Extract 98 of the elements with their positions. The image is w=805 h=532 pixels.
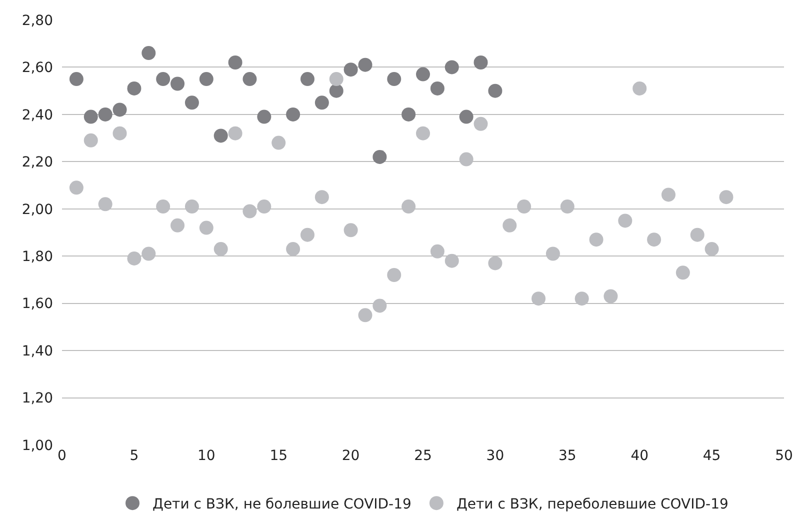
point: [286, 242, 300, 256]
point: [329, 84, 344, 98]
point: [430, 244, 444, 258]
point: [402, 200, 416, 214]
y-tick-label: 2,40: [22, 107, 53, 124]
x-tick-label: 20: [342, 448, 360, 464]
point: [546, 246, 560, 261]
point: [488, 256, 502, 270]
point: [112, 126, 127, 140]
point: [459, 152, 474, 166]
point: [387, 72, 402, 86]
point: [474, 56, 488, 70]
y-tick-label: 2,20: [22, 154, 53, 171]
point: [488, 84, 502, 98]
point: [416, 126, 430, 140]
point: [98, 107, 112, 122]
point: [257, 200, 272, 214]
point: [604, 289, 618, 304]
x-tick-label: 50: [775, 448, 793, 464]
point: [156, 72, 170, 86]
point: [416, 67, 430, 82]
point: [314, 190, 329, 204]
point: [647, 232, 662, 247]
point: [257, 110, 272, 124]
x-tick-label: 10: [197, 448, 216, 464]
point: [459, 110, 474, 124]
point: [170, 76, 185, 91]
point: [170, 218, 185, 232]
legend-label: Дети с ВЗК, не болевшие COVID-19: [152, 496, 412, 513]
point: [214, 242, 228, 256]
x-tick-label: 0: [58, 448, 66, 464]
point: [98, 197, 112, 212]
point: [112, 102, 127, 117]
point: [444, 60, 459, 74]
point: [214, 128, 228, 143]
point: [589, 232, 604, 247]
x-tick-label: 35: [558, 448, 576, 464]
point: [184, 200, 199, 214]
point: [344, 223, 358, 238]
point: [632, 81, 647, 96]
point: [344, 62, 358, 77]
y-tick-label: 1,60: [22, 296, 53, 312]
y-tick-label: 1,00: [22, 438, 53, 454]
y-tick-label: 1,40: [22, 343, 53, 360]
point: [228, 126, 242, 140]
point: [84, 133, 98, 148]
point: [329, 72, 344, 86]
point: [372, 150, 387, 164]
point: [300, 72, 314, 86]
point: [517, 200, 532, 214]
point: [719, 190, 734, 204]
x-tick-label: 45: [702, 448, 721, 464]
point: [704, 242, 719, 256]
point: [156, 200, 170, 214]
point: [502, 218, 517, 232]
y-tick-label: 1,80: [22, 249, 53, 266]
point: [69, 180, 84, 195]
point: [199, 220, 214, 235]
point: [127, 251, 142, 266]
point: [474, 116, 488, 131]
x-tick-label: 25: [414, 448, 432, 464]
point: [142, 46, 156, 60]
point: [444, 254, 459, 268]
point: [661, 188, 676, 202]
x-tick-label: 40: [630, 448, 649, 464]
point: [314, 96, 329, 110]
x-tick-label: 15: [270, 448, 288, 464]
point: [142, 246, 156, 261]
point: [574, 292, 589, 306]
point: [387, 268, 402, 282]
point: [199, 72, 214, 86]
point: [84, 110, 98, 124]
point: [184, 96, 199, 110]
point: [372, 298, 387, 313]
point: [272, 136, 286, 150]
x-tick-label: 5: [130, 448, 139, 464]
point: [402, 107, 416, 122]
point: [242, 204, 257, 218]
point: [358, 308, 372, 322]
point: [300, 228, 314, 242]
point: [618, 214, 632, 228]
point: [560, 200, 574, 214]
y-tick-label: 2,80: [22, 12, 53, 29]
y-tick-label: 2,60: [22, 60, 53, 76]
point: [430, 81, 444, 96]
point: [228, 56, 242, 70]
legend-label: Дети с ВЗК, переболевшие COVID-19: [456, 496, 728, 513]
point: [69, 72, 84, 86]
point: [358, 58, 372, 72]
point: [532, 292, 546, 306]
y-tick-label: 2,00: [22, 202, 53, 218]
y-tick-label: 1,20: [22, 390, 53, 407]
point: [242, 72, 257, 86]
point: [690, 228, 704, 242]
point: [286, 107, 300, 122]
point: [127, 81, 142, 96]
x-tick-label: 30: [486, 448, 504, 464]
point: [676, 266, 690, 280]
